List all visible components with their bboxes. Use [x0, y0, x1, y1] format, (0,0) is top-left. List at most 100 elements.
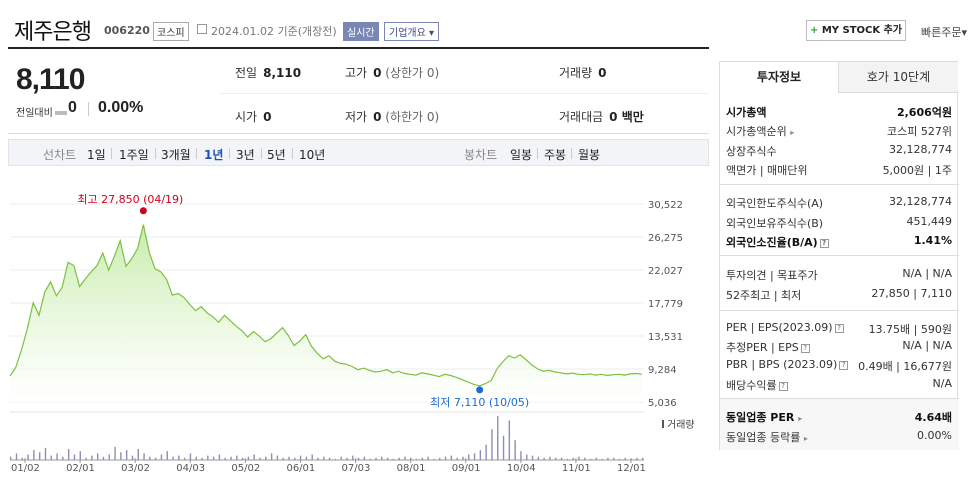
y-tick-label: 22,027	[648, 266, 683, 277]
volume-bar	[183, 457, 186, 460]
x-tick-label: 08/01	[397, 463, 426, 474]
help-icon[interactable]: ?	[778, 381, 788, 391]
volume-bar	[520, 451, 522, 460]
volume-bar	[276, 455, 279, 460]
volume-grid	[10, 411, 644, 463]
volume-bar	[444, 456, 447, 460]
volume-bar	[114, 446, 116, 460]
volume-bar	[607, 457, 609, 460]
line-chart-label: 선차트	[43, 148, 77, 162]
volume-bar	[305, 456, 308, 460]
valuation-group: PER | EPS(2023.09)? 13.75배 | 590원 추정PER |…	[720, 310, 959, 398]
volume-bar	[195, 456, 197, 460]
volume-bar	[294, 457, 296, 460]
period-1d[interactable]: 1일	[87, 148, 106, 162]
volume-bar	[79, 451, 81, 460]
prev-close-stat: 전일 8,110	[235, 66, 302, 80]
volume-bar	[137, 449, 139, 460]
volume-bar	[589, 458, 592, 460]
volume-bar	[241, 457, 244, 460]
x-tick-label: 02/01	[66, 463, 95, 474]
volume-bar	[433, 458, 435, 460]
volume-bar	[270, 453, 273, 460]
volume-bar	[178, 455, 180, 460]
volume-bar	[108, 454, 110, 460]
industry-rate-row[interactable]: 동일업종 등락률 ▸ 0.00%	[726, 429, 952, 444]
low-marker	[476, 386, 484, 394]
x-tick-label: 06/01	[286, 463, 315, 474]
open-stat: 시가 0	[235, 110, 272, 124]
volume-bar	[15, 453, 18, 460]
arrow-right-icon: ▸	[790, 128, 795, 137]
candle-daily[interactable]: 일봉	[510, 148, 533, 162]
x-axis-labels: 01/02 02/01 03/02 04/03 05/02 06/01 07/03 08/01…	[11, 463, 646, 474]
quick-order-link[interactable]: 빠른주문▾	[921, 26, 968, 39]
volume-bar	[317, 457, 319, 460]
period-3m[interactable]: 3개월	[161, 148, 191, 162]
price-change: 0	[68, 99, 77, 116]
x-tick-label: 04/03	[176, 463, 205, 474]
tab-investment-info[interactable]: 투자정보	[720, 62, 839, 93]
volume-bar	[85, 457, 87, 460]
low-label: 최저 7,110 (10/05)	[430, 396, 529, 409]
volume-bar	[462, 456, 464, 460]
est-per-row: 추정PER | EPS? N/A | N/A	[726, 339, 952, 354]
pbr-row: PBR | BPS (2023.09)? 0.49배 | 16,677원	[726, 358, 952, 373]
company-overview-dropdown[interactable]: 기업개요 ▾	[384, 22, 440, 41]
period-5y[interactable]: 5년	[267, 148, 286, 162]
foreign-limit-row: 외국인한도주식수(A) 32,128,774	[726, 195, 952, 210]
price-chart[interactable]: 30,522 26,275 22,027 17,779 13,531 9,284 5,036…	[8, 180, 709, 480]
volume-bar	[473, 453, 476, 460]
y-tick-label: 13,531	[648, 332, 683, 343]
flat-icon	[54, 111, 67, 115]
volume-bar	[630, 458, 632, 460]
price-stats: 전일 8,110 고가 0 (상한가 0) 거래량 0 시가 0 저가 0 (하한가 0)…	[219, 47, 709, 134]
volume-bar	[10, 456, 12, 460]
divider	[292, 148, 293, 159]
trade-value-stat: 거래대금 0 백만	[559, 110, 644, 124]
volume-bar	[323, 456, 325, 460]
volume-bar	[549, 456, 551, 460]
industry-per-row[interactable]: 동일업종 PER ▸ 4.64배	[726, 411, 952, 424]
volume-bar	[595, 457, 598, 460]
candle-monthly[interactable]: 월봉	[578, 148, 601, 162]
y-tick-label: 5,036	[648, 398, 677, 409]
price-line	[9, 224, 643, 387]
volume-bar	[439, 457, 441, 460]
volume-bar	[415, 458, 418, 460]
volume-bar	[381, 456, 383, 460]
volume-legend: 거래량	[667, 419, 695, 431]
volume-bar	[282, 457, 284, 460]
period-1w[interactable]: 1주일	[119, 148, 149, 162]
volume-bar	[427, 456, 429, 460]
help-icon[interactable]: ?	[800, 343, 810, 353]
volume-bar	[502, 435, 505, 460]
volume-bar	[288, 456, 290, 460]
arrow-right-icon: ▸	[798, 414, 803, 423]
volume-bar	[618, 458, 621, 460]
period-3y[interactable]: 3년	[236, 148, 255, 162]
prev-change-label: 전일대비	[16, 104, 67, 119]
volume-bar	[334, 458, 337, 460]
volume-bar	[73, 454, 76, 460]
volume-bar	[91, 455, 93, 460]
add-my-stock-button[interactable]: + MY STOCK 추가	[806, 20, 906, 41]
help-icon[interactable]: ?	[819, 238, 829, 248]
volume-bar	[44, 447, 47, 460]
volume-bar	[543, 457, 545, 460]
volume-bar	[491, 429, 493, 460]
period-1y[interactable]: 1년	[204, 148, 224, 162]
volume-bar	[421, 457, 424, 460]
volume-bar	[172, 456, 174, 460]
volume-stat: 거래량 0	[559, 66, 607, 80]
volume-bar	[363, 456, 366, 460]
candle-weekly[interactable]: 주봉	[544, 148, 567, 162]
stock-code: 006220	[104, 24, 150, 37]
help-icon[interactable]: ?	[834, 323, 844, 333]
tab-order-book[interactable]: 호가 10단계	[839, 62, 958, 93]
period-10y[interactable]: 10년	[299, 148, 326, 162]
volume-bar	[311, 454, 313, 460]
market-cap-rank-row[interactable]: 시가총액순위 ▸ 코스피 527위	[726, 125, 952, 138]
help-icon[interactable]: ?	[839, 360, 849, 370]
realtime-button[interactable]: 실시간	[343, 22, 379, 41]
